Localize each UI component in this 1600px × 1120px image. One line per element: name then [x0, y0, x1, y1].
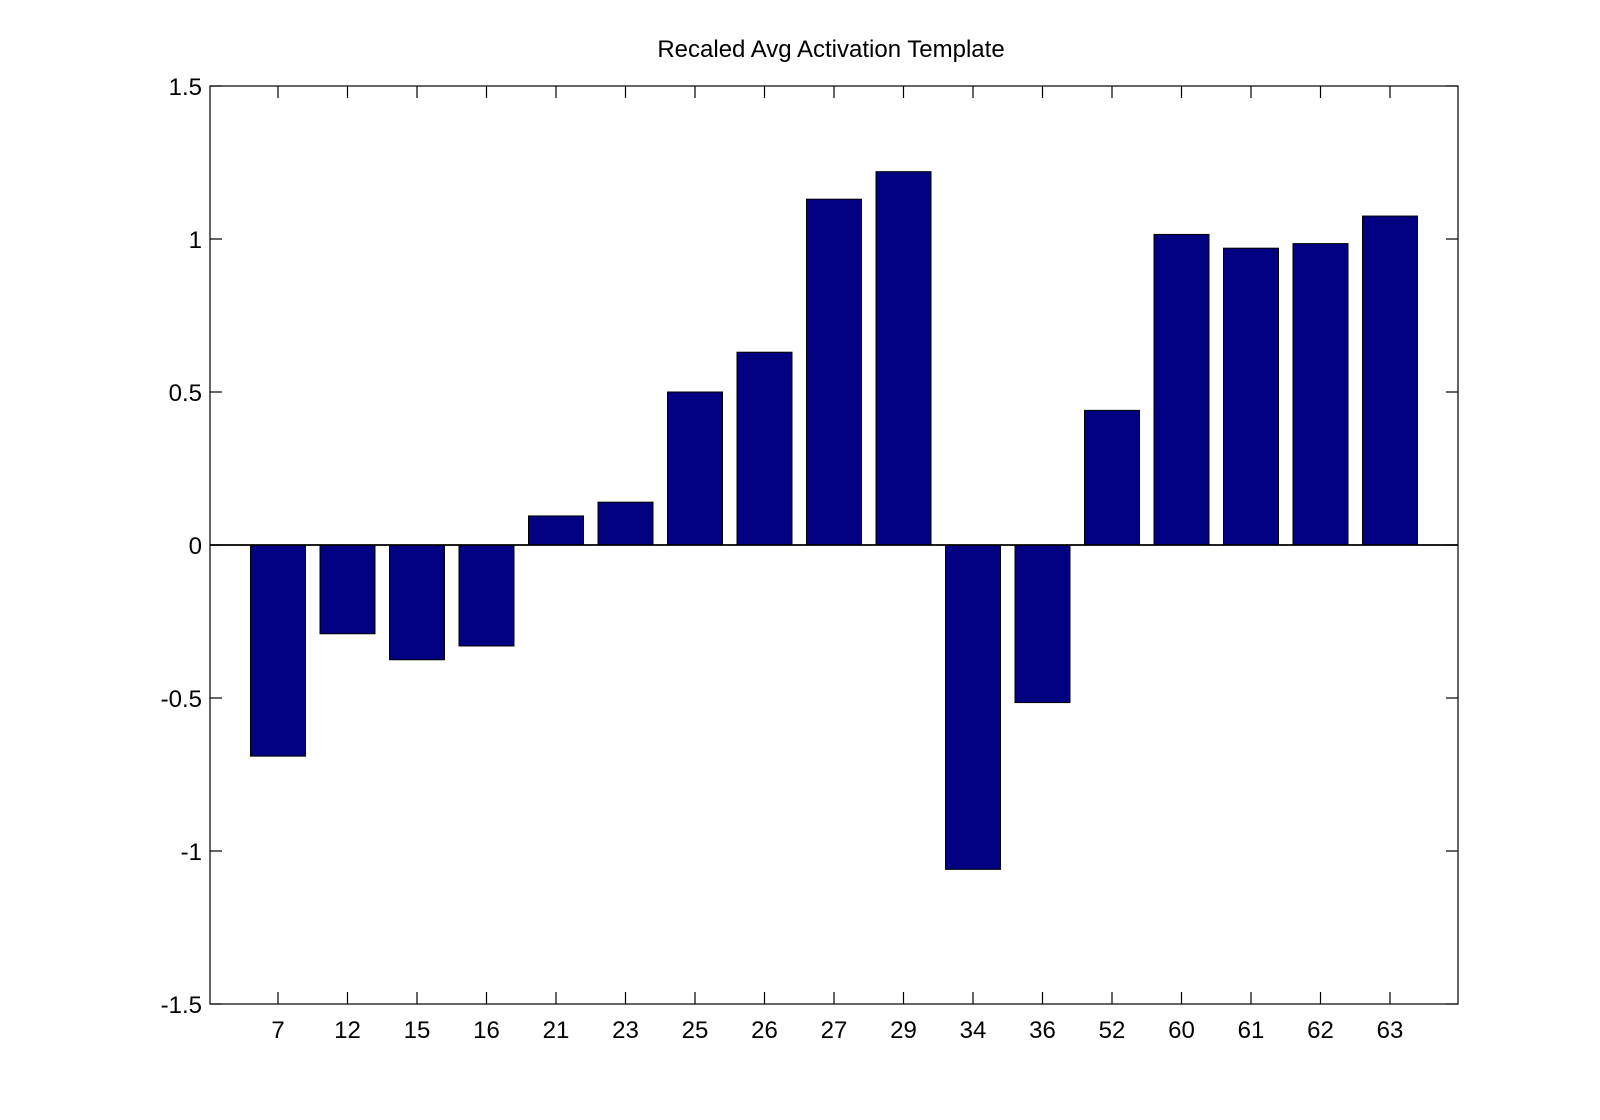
x-tick-label: 29 [890, 1017, 917, 1044]
bar-26 [736, 351, 793, 546]
y-axis: -1.5 -1 -0.5 0 0.5 1 1.5 [161, 74, 1458, 1019]
x-tick-label: 23 [612, 1017, 639, 1044]
bar-63 [1362, 215, 1418, 546]
x-tick-label: 21 [543, 1017, 570, 1044]
x-tick-label: 12 [334, 1017, 361, 1044]
y-tick-label: 1 [189, 227, 202, 254]
x-tick-label: 25 [682, 1017, 709, 1044]
y-tick-label: 0 [189, 533, 202, 560]
bar-25 [667, 391, 723, 546]
chart-title: Recaled Avg Activation Template [657, 36, 1004, 63]
bar-27 [806, 198, 862, 546]
x-tick-label: 62 [1307, 1017, 1334, 1044]
x-tick-label: 7 [271, 1017, 284, 1044]
x-tick-label: 63 [1377, 1017, 1404, 1044]
bar-23 [597, 501, 654, 546]
x-tick-label: 34 [960, 1017, 987, 1044]
bars [250, 171, 1418, 870]
bar-36 [1014, 544, 1071, 704]
x-tick-label: 61 [1238, 1017, 1265, 1044]
y-tick-label: -1 [181, 839, 202, 866]
x-tick-label: 26 [751, 1017, 778, 1044]
x-axis: 7 12 15 16 21 23 25 26 27 29 34 36 52 60 61 62 63 [271, 86, 1403, 1044]
x-tick-label: 36 [1029, 1017, 1056, 1044]
bar-60 [1153, 233, 1210, 546]
bar-12 [319, 544, 376, 635]
bar-15 [389, 544, 445, 661]
bar-52 [1084, 409, 1140, 546]
y-tick-label: 0.5 [169, 380, 202, 407]
x-tick-label: 52 [1099, 1017, 1126, 1044]
x-tick-label: 15 [404, 1017, 431, 1044]
bar-29 [875, 171, 932, 546]
x-tick-label: 60 [1168, 1017, 1195, 1044]
bar-34 [945, 544, 1001, 870]
bar-21 [528, 515, 584, 546]
bar-62 [1292, 243, 1349, 546]
x-tick-label: 16 [473, 1017, 500, 1044]
y-tick-label: 1.5 [169, 74, 202, 101]
bar-16 [458, 544, 515, 647]
bar-7 [250, 544, 306, 757]
y-tick-label: -0.5 [161, 686, 202, 713]
bar-61 [1223, 247, 1279, 546]
x-tick-label: 27 [821, 1017, 848, 1044]
y-tick-label: -1.5 [161, 992, 202, 1019]
